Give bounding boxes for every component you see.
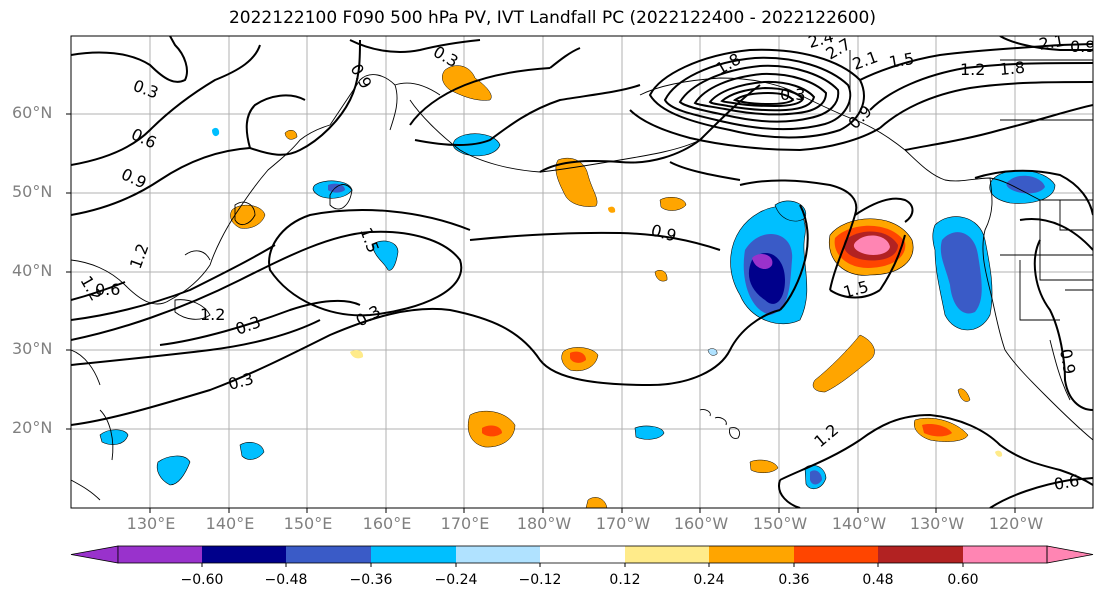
lon-label: 160°E	[362, 514, 412, 533]
colorbar-segment	[709, 546, 794, 563]
colorbar-tick-label: −0.36	[349, 572, 393, 588]
lon-label: 180°W	[516, 514, 572, 533]
contour-label: 1.2	[200, 305, 225, 324]
colorbar-tick-label: 0.12	[609, 572, 641, 588]
colorbar-segment	[963, 546, 1047, 563]
colorbar-tick-label: −0.24	[434, 572, 478, 588]
lon-label: 140°W	[831, 514, 887, 533]
pv-contours	[71, 36, 1093, 508]
colorbar-segment	[878, 546, 963, 563]
lat-label: 60°N	[12, 103, 53, 122]
colorbar-tick-label: 0.60	[947, 572, 979, 588]
colorbar-tick-label: 0.24	[693, 572, 725, 588]
colorbar-tick-label: −0.48	[264, 572, 308, 588]
colorbar-segment	[625, 546, 709, 563]
ivt-shading	[99, 65, 1056, 508]
lon-label: 170°W	[595, 514, 651, 533]
lon-label: 140°E	[205, 514, 255, 533]
colorbar-segment	[286, 546, 371, 563]
contour-label: 1.5	[887, 49, 915, 72]
colorbar	[70, 545, 1094, 567]
axis-ticks	[66, 113, 1016, 513]
colorbar-tick-label: −0.12	[518, 572, 562, 588]
contour-label: 2.1	[1037, 31, 1065, 54]
colorbar-segment	[118, 546, 202, 563]
contour-label: 1.2	[960, 60, 985, 79]
colorbar-tick-label: 0.36	[778, 572, 810, 588]
colorbar-segment	[371, 546, 456, 563]
lat-label: 40°N	[12, 261, 53, 280]
lon-label: 150°E	[283, 514, 333, 533]
colorbar-tick-label: −0.60	[180, 572, 224, 588]
lon-label: 120°W	[988, 514, 1044, 533]
lon-label: 130°E	[126, 514, 176, 533]
colorbar-segment	[794, 546, 878, 563]
contour-label: 0.3	[780, 85, 805, 104]
colorbar-segment	[540, 546, 625, 563]
contour-label: 0.9	[1070, 37, 1095, 56]
contour-label: 0.6	[95, 280, 120, 299]
map-title: 2022122100 F090 500 hPa PV, IVT Landfall…	[228, 8, 876, 28]
lat-label: 50°N	[12, 182, 53, 201]
contour-label: 0.9	[1056, 347, 1079, 375]
contour-label: 0.6	[1052, 471, 1080, 494]
coastlines	[71, 50, 1093, 501]
lat-label: 20°N	[12, 418, 53, 437]
colorbar-extend-low	[70, 545, 119, 564]
colorbar-tick-label: 0.48	[862, 572, 894, 588]
lon-label: 150°W	[752, 514, 808, 533]
contour-label: 1.8	[999, 58, 1026, 79]
colorbar-segment	[456, 546, 540, 563]
lat-label: 30°N	[12, 339, 53, 358]
lon-label: 160°W	[673, 514, 729, 533]
lon-label: 130°W	[909, 514, 965, 533]
lon-label: 170°E	[440, 514, 490, 533]
colorbar-extend-high	[1046, 545, 1094, 564]
colorbar-segment	[202, 546, 286, 563]
